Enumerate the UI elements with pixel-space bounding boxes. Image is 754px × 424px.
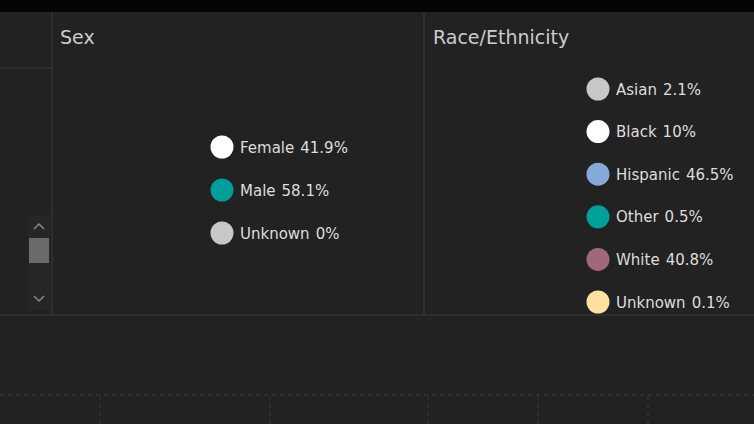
legend-item: Unknown 0% (211, 222, 340, 245)
panel-border (0, 68, 52, 69)
legend-label: Female (240, 139, 294, 157)
legend-swatch (587, 205, 610, 228)
legend: Asian 2.1% Black 10% Hispanic 46.5% Other 0.5% W… (587, 78, 734, 314)
legend-item: Hispanic 46.5% (587, 163, 734, 186)
top-bar (0, 0, 754, 12)
legend-swatch (587, 248, 610, 271)
legend-label: White (616, 251, 660, 269)
legend-swatch (587, 78, 610, 101)
legend-value: 2.1% (663, 81, 701, 99)
legend-item: Other 0.5% (587, 205, 703, 228)
legend-swatch (211, 136, 234, 159)
legend: Female 41.9% Male 58.1% Unknown 0% (211, 136, 348, 245)
legend-value: 0% (316, 225, 340, 243)
legend-label: Male (240, 182, 276, 200)
legend-label: Unknown (240, 225, 310, 243)
legend-item: Black 10% (587, 120, 696, 143)
legend-item: White 40.8% (587, 248, 714, 271)
legend-item: Asian 2.1% (587, 78, 702, 101)
divider (100, 396, 101, 424)
legend-swatch (211, 179, 234, 202)
divider (538, 396, 539, 424)
divider (648, 396, 649, 424)
divider (270, 396, 271, 424)
scroll-down (34, 296, 44, 301)
legend-label: Black (616, 123, 657, 141)
legend-value: 0.5% (665, 208, 703, 226)
legend-value: 46.5% (686, 166, 734, 184)
legend-swatch (211, 222, 234, 245)
legend-item: Unknown 0.1% (587, 291, 730, 314)
legend-item: Female 41.9% (211, 136, 348, 159)
legend-label: Asian (616, 81, 657, 99)
panel-border (52, 12, 53, 315)
legend-value: 0.1% (692, 294, 730, 312)
legend-swatch (587, 163, 610, 186)
dashboard: Sex Female 41.9% Male 58.1% Unknown 0% Race/Eth… (0, 0, 754, 424)
dashed-gridline (0, 395, 754, 396)
legend-swatch (587, 291, 610, 314)
legend-value: 40.8% (666, 251, 714, 269)
scroll-up (34, 224, 44, 229)
divider (428, 396, 429, 424)
panel-border (0, 315, 754, 316)
pie-chart: Sex Female 41.9% Male 58.1% Unknown 0% (60, 26, 348, 254)
legend-label: Hispanic (616, 166, 680, 184)
legend-value: 58.1% (282, 182, 330, 200)
chart-title: Sex (60, 26, 95, 48)
legend-swatch (587, 120, 610, 143)
legend-label: Other (616, 208, 659, 226)
pie-chart: Race/Ethnicity Asian 2.1% Black 10% Hispanic 4… (433, 26, 734, 314)
legend-label: Unknown (616, 294, 686, 312)
scrollbar-thumb (29, 238, 49, 263)
chart-title: Race/Ethnicity (433, 26, 569, 48)
legend-value: 41.9% (300, 139, 348, 157)
scrollbar-track (28, 215, 50, 310)
background (0, 0, 754, 424)
legend-item: Male 58.1% (211, 179, 330, 202)
legend-value: 10% (663, 123, 696, 141)
panel-border (424, 12, 425, 315)
